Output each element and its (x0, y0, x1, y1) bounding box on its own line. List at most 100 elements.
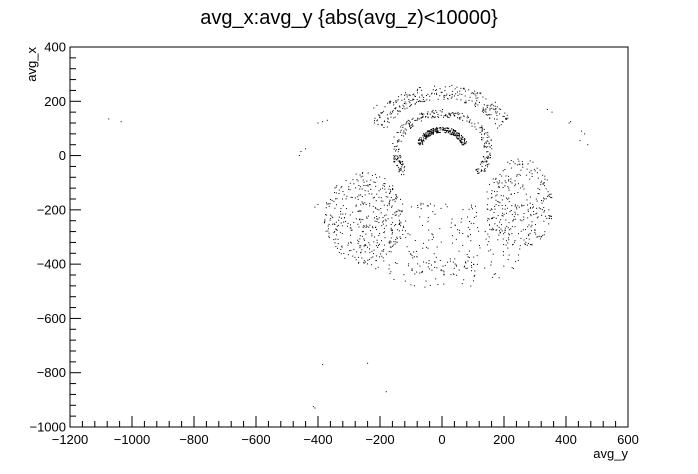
data-point (531, 221, 533, 223)
data-point (491, 229, 493, 231)
data-point (394, 225, 396, 227)
data-point (460, 137, 462, 139)
data-point (388, 101, 390, 103)
data-point (471, 206, 473, 208)
data-point (528, 234, 530, 236)
data-point (414, 240, 416, 242)
data-point (412, 257, 414, 259)
data-point (365, 244, 367, 246)
data-point (461, 283, 463, 285)
data-point (475, 212, 477, 214)
data-point (394, 200, 396, 202)
data-point (463, 116, 465, 118)
data-point (515, 206, 517, 208)
data-point (439, 110, 441, 112)
data-point (427, 116, 429, 118)
data-point (357, 210, 359, 212)
data-point (514, 205, 516, 207)
data-point (435, 129, 437, 131)
data-point (398, 167, 400, 169)
data-point (350, 242, 352, 244)
data-point (447, 117, 449, 119)
data-point (396, 236, 398, 238)
data-point (448, 112, 450, 114)
data-point (394, 146, 396, 148)
data-point (473, 275, 475, 277)
data-point (410, 127, 412, 129)
data-point (465, 267, 467, 269)
data-point (375, 200, 377, 202)
data-point (437, 130, 439, 132)
data-point (476, 93, 478, 95)
data-point (417, 118, 419, 120)
data-point (499, 232, 501, 234)
data-point (462, 119, 464, 121)
data-point (427, 130, 429, 132)
data-point (521, 220, 523, 222)
data-point (519, 163, 521, 165)
data-point (480, 126, 482, 128)
data-point (502, 208, 504, 210)
data-point (490, 264, 492, 266)
data-point (487, 104, 489, 106)
data-point (500, 108, 502, 110)
data-point (396, 237, 398, 239)
data-point (435, 278, 437, 280)
data-point (527, 163, 529, 165)
data-point (398, 139, 400, 141)
data-point (471, 100, 473, 102)
data-point (361, 188, 363, 190)
data-point (504, 180, 506, 182)
data-point (326, 119, 328, 121)
data-point (409, 234, 411, 236)
data-point (395, 241, 397, 243)
data-point (453, 130, 455, 132)
data-point (389, 192, 391, 194)
data-point (362, 175, 364, 177)
data-point (467, 216, 469, 218)
data-point (381, 250, 383, 252)
data-point (376, 242, 378, 244)
data-point (498, 205, 500, 207)
data-point (539, 235, 541, 237)
data-point (349, 224, 351, 226)
data-point (510, 167, 512, 169)
data-point (379, 176, 381, 178)
data-point (481, 162, 483, 164)
data-point (406, 246, 408, 248)
data-point (437, 98, 439, 100)
data-point (400, 161, 402, 163)
data-point (497, 201, 499, 203)
data-point (529, 178, 531, 180)
x-tick-label: 200 (493, 432, 515, 447)
data-point (517, 205, 519, 207)
data-point (496, 191, 498, 193)
data-point (390, 227, 392, 229)
data-point (406, 121, 408, 123)
data-point (397, 110, 399, 112)
data-point (440, 241, 442, 243)
data-point (506, 118, 508, 120)
data-point (402, 104, 404, 106)
data-point (363, 181, 365, 183)
data-point (525, 193, 527, 195)
x-tick-label: −1000 (114, 432, 151, 447)
data-point (426, 130, 428, 132)
data-point (407, 233, 409, 235)
y-tick-label: 0 (59, 148, 66, 163)
data-point (464, 138, 466, 140)
data-point (378, 114, 380, 116)
data-point (492, 227, 494, 229)
data-point (503, 244, 505, 246)
data-point (326, 202, 327, 204)
data-point (332, 217, 334, 219)
data-point (405, 122, 407, 124)
data-point (427, 266, 429, 268)
data-point (322, 364, 324, 366)
data-point (355, 205, 357, 207)
data-point (496, 229, 498, 231)
data-point (425, 134, 427, 136)
data-point (494, 108, 496, 110)
data-point (490, 261, 492, 263)
data-point (532, 161, 534, 163)
